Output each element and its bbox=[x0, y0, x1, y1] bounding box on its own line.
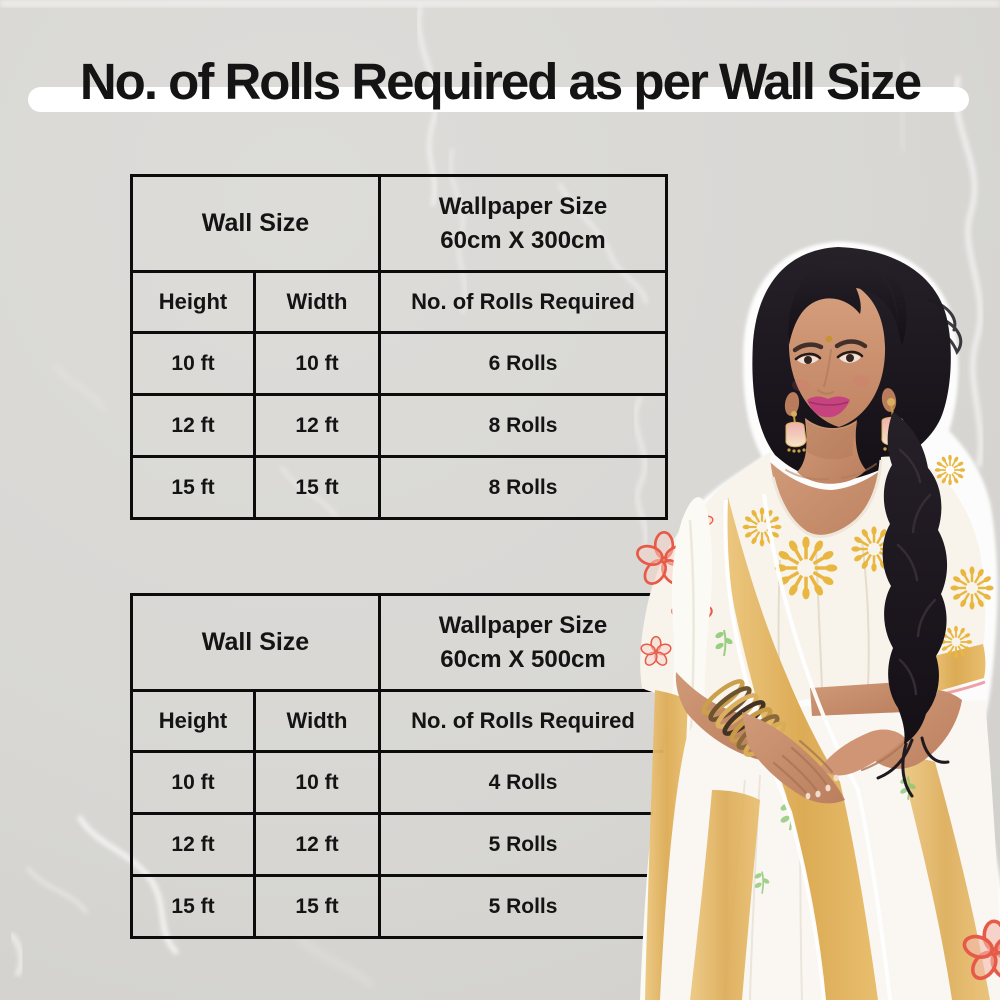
table-row: 12 ft 12 ft 5 Rolls bbox=[130, 812, 668, 877]
eyes bbox=[794, 350, 864, 365]
rolls-cell: 8 Rolls bbox=[378, 455, 668, 520]
eyebrows bbox=[792, 339, 868, 353]
width-cell: 15 ft bbox=[253, 455, 381, 520]
rolls-cell: 6 Rolls bbox=[378, 331, 668, 396]
lips bbox=[807, 396, 850, 418]
width-cell: 10 ft bbox=[253, 331, 381, 396]
wallpaper-size-header: Wallpaper Size 60cm X 300cm bbox=[378, 174, 668, 273]
page-title: No. of Rolls Required as per Wall Size bbox=[79, 53, 922, 110]
height-cell: 12 ft bbox=[130, 812, 256, 877]
wallpaper-size-line1: Wallpaper Size bbox=[438, 192, 608, 220]
height-cell: 10 ft bbox=[130, 331, 256, 396]
width-column-header: Width bbox=[253, 689, 381, 753]
height-column-header: Height bbox=[130, 689, 256, 753]
braid bbox=[876, 412, 950, 798]
rolls-cell: 5 Rolls bbox=[378, 812, 668, 877]
height-cell: 10 ft bbox=[130, 750, 256, 815]
nose bbox=[817, 349, 834, 395]
width-cell: 12 ft bbox=[253, 393, 381, 458]
height-cell: 12 ft bbox=[130, 393, 256, 458]
rolls-cell: 4 Rolls bbox=[378, 750, 668, 815]
width-cell: 12 ft bbox=[253, 812, 381, 877]
table-row: 15 ft 15 ft 8 Rolls bbox=[130, 455, 668, 520]
height-cell: 15 ft bbox=[130, 455, 256, 520]
table-row: 15 ft 15 ft 5 Rolls bbox=[130, 874, 668, 939]
height-column-header: Height bbox=[130, 270, 256, 334]
bindi bbox=[825, 335, 833, 343]
height-cell: 15 ft bbox=[130, 874, 256, 939]
wall-size-header: Wall Size bbox=[130, 174, 381, 273]
wallpaper-size-line1: Wallpaper Size bbox=[438, 611, 608, 639]
title-highlight-bar bbox=[28, 87, 969, 112]
width-cell: 10 ft bbox=[253, 750, 381, 815]
table-row: 10 ft 10 ft 6 Rolls bbox=[130, 331, 668, 396]
wallpaper-size-line2: 60cm X 500cm bbox=[440, 645, 606, 673]
width-cell: 15 ft bbox=[253, 874, 381, 939]
rolls-column-header: No. of Rolls Required bbox=[378, 270, 668, 334]
wall-size-header: Wall Size bbox=[130, 593, 381, 692]
width-column-header: Width bbox=[253, 270, 381, 334]
rolls-cell: 8 Rolls bbox=[378, 393, 668, 458]
table-row: 12 ft 12 ft 8 Rolls bbox=[130, 393, 668, 458]
wallpaper-size-line2: 60cm X 300cm bbox=[440, 226, 606, 254]
wallpaper-size-header: Wallpaper Size 60cm X 500cm bbox=[378, 593, 668, 692]
rolls-cell: 5 Rolls bbox=[378, 874, 668, 939]
table-row: 10 ft 10 ft 4 Rolls bbox=[130, 750, 668, 815]
rolls-table-300cm: Wall Size Wallpaper Size 60cm X 300cm He… bbox=[130, 174, 668, 520]
rolls-table-500cm: Wall Size Wallpaper Size 60cm X 500cm He… bbox=[130, 593, 668, 939]
